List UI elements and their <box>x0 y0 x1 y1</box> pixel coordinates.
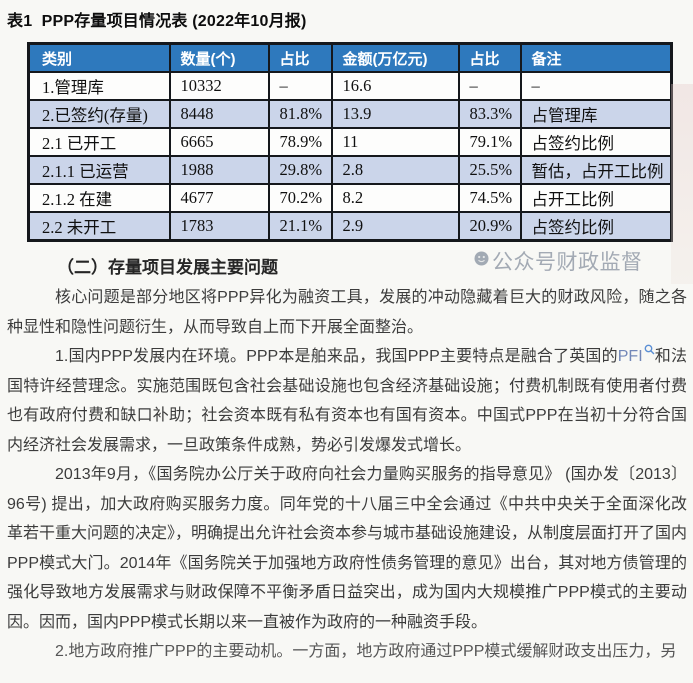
cell-share: 79.1% <box>457 127 522 157</box>
cell-remark: 占签约比例 <box>519 211 673 242</box>
cell-quantity: 6665 <box>168 127 270 157</box>
col-header-share-2: 占比 <box>457 42 522 73</box>
cell-amount: 16.6 <box>330 71 460 101</box>
clipped-next-paragraph: 2.地方政府推广PPP的主要动机。一方面，地方政府通过PPP模式缓解财政支出压力… <box>55 643 677 660</box>
cell-remark: – <box>519 71 673 101</box>
table-row-operating: 2.1.1 已运营 1988 29.8% 2.8 25.5% 暂估，占开工比例 <box>27 155 673 185</box>
cell-remark: 占开工比例 <box>519 183 673 213</box>
col-header-share-1: 占比 <box>267 42 333 73</box>
paragraph-text: 1.国内PPP发展内在环境。PPP本是舶来品，我国PPP主要特点是融合了英国的 <box>55 348 618 365</box>
cell-category: 2.已签约(存量) <box>27 99 171 129</box>
search-icon[interactable] <box>644 343 655 358</box>
cell-share: 78.9% <box>267 127 333 157</box>
paragraph-policy-history: 2013年9月，《国务院办公厅关于政府向社会力量购买服务的指导意见》 (国办发〔… <box>7 466 688 631</box>
cell-share: 25.5% <box>457 155 522 185</box>
ppp-table-container: 类别 数量(个) 占比 金额(万亿元) 占比 备注 1.管理库 10332 – … <box>0 42 693 284</box>
cell-category: 2.1 已开工 <box>27 127 171 157</box>
cell-category: 2.1.2 在建 <box>27 183 171 213</box>
section-heading: （二）存量项目发展主要问题 <box>57 258 278 277</box>
table-header-row: 类别 数量(个) 占比 金额(万亿元) 占比 备注 <box>27 42 673 73</box>
col-header-amount: 金额(万亿元) <box>330 42 460 73</box>
cell-share: 21.1% <box>267 211 333 242</box>
cell-quantity: 4677 <box>168 183 270 213</box>
cell-share: 83.3% <box>457 99 522 129</box>
cell-amount: 8.2 <box>330 183 460 213</box>
pfi-link-text[interactable]: PFI <box>617 348 643 365</box>
table-row-not-started: 2.2 未开工 1783 21.1% 2.9 20.9% 占签约比例 <box>27 211 673 242</box>
paragraph-text: 和法国特许经营理念。实施范围既包含社会基础设施也包含经济基础设施；付费机制既有使… <box>7 348 687 454</box>
col-header-remark: 备注 <box>519 42 673 73</box>
cell-quantity: 1783 <box>168 211 270 242</box>
cell-category: 1.管理库 <box>27 71 171 101</box>
table-row-under-construction: 2.1.2 在建 4677 70.2% 8.2 74.5% 占开工比例 <box>27 183 673 213</box>
cell-category: 2.1.1 已运营 <box>27 155 171 185</box>
table-row-started: 2.1 已开工 6665 78.9% 11 79.1% 占签约比例 <box>27 127 673 157</box>
cell-category: 2.2 未开工 <box>27 211 171 242</box>
col-header-category: 类别 <box>27 42 171 73</box>
cell-share: – <box>457 71 522 101</box>
cell-remark: 暂估，占开工比例 <box>519 155 673 185</box>
col-header-quantity: 数量(个) <box>168 42 270 73</box>
cell-quantity: 10332 <box>168 71 270 101</box>
cell-share: 29.8% <box>267 155 333 185</box>
cell-amount: 13.9 <box>330 99 460 129</box>
article: （二）存量项目发展主要问题 核心问题是部分地区将PPP异化为融资工具，发展的冲动… <box>7 253 687 667</box>
cell-quantity: 8448 <box>168 99 270 129</box>
pfi-search-link[interactable]: PFI <box>617 344 655 365</box>
paragraph-core-problem: 核心问题是部分地区将PPP异化为融资工具，发展的冲动隐藏着巨大的财政风险，随之各… <box>7 289 687 336</box>
cell-share: 70.2% <box>267 183 333 213</box>
cell-remark: 占管理库 <box>519 99 673 129</box>
cell-quantity: 1988 <box>168 155 270 185</box>
paragraph-domestic-environment: 1.国内PPP发展内在环境。PPP本是舶来品，我国PPP主要特点是融合了英国的P… <box>7 342 687 460</box>
cell-share: – <box>267 71 333 101</box>
cell-share: 74.5% <box>457 183 522 213</box>
ppp-stock-table: 类别 数量(个) 占比 金额(万亿元) 占比 备注 1.管理库 10332 – … <box>27 42 673 242</box>
cell-amount: 2.9 <box>330 211 460 242</box>
table-title: 表1 PPP存量项目情况表 (2022年10月报) <box>7 13 307 30</box>
cell-amount: 2.8 <box>330 155 460 185</box>
cell-share: 81.8% <box>267 99 333 129</box>
cell-remark: 占签约比例 <box>519 127 673 157</box>
table-row-signed: 2.已签约(存量) 8448 81.8% 13.9 83.3% 占管理库 <box>27 99 673 129</box>
table-row-management-pool: 1.管理库 10332 – 16.6 – – <box>27 71 673 101</box>
cell-amount: 11 <box>330 127 460 157</box>
cell-share: 20.9% <box>457 211 522 242</box>
